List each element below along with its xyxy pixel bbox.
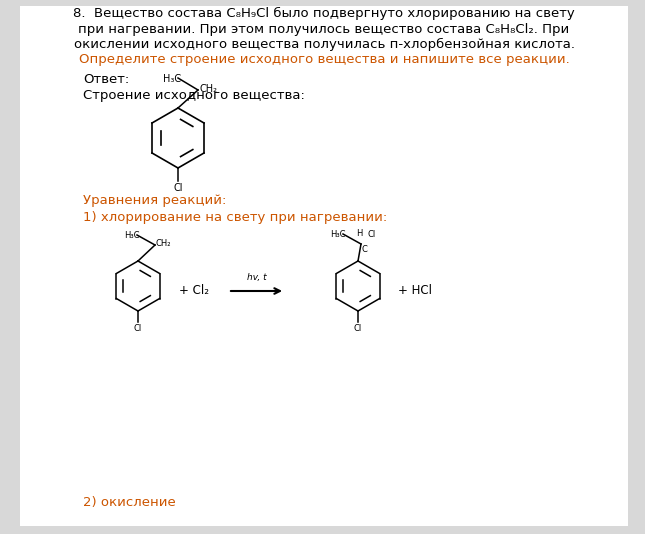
Text: 2) окисление: 2) окисление (83, 496, 175, 509)
Text: при нагревании. При этом получилось вещество состава C₈H₈Cl₂. При: при нагревании. При этом получилось веще… (79, 22, 570, 35)
Text: + Cl₂: + Cl₂ (179, 285, 209, 297)
Text: Определите строение исходного вещества и напишите все реакции.: Определите строение исходного вещества и… (79, 53, 570, 67)
Text: Уравнения реакций:: Уравнения реакций: (83, 194, 226, 207)
Text: H₃C: H₃C (163, 74, 181, 84)
Text: hv, t: hv, t (246, 273, 266, 282)
Text: окислении исходного вещества получилась п-хлорбензойная кислота.: окислении исходного вещества получилась … (74, 38, 575, 51)
Text: H₃C: H₃C (330, 230, 346, 239)
Text: Cl: Cl (354, 324, 362, 333)
Text: Cl: Cl (134, 324, 142, 333)
Text: 1) хлорирование на свету при нагревании:: 1) хлорирование на свету при нагревании: (83, 210, 387, 224)
Text: Cl: Cl (367, 230, 375, 239)
FancyBboxPatch shape (20, 6, 628, 526)
Text: Строение исходного вещества:: Строение исходного вещества: (83, 89, 305, 101)
Text: H: H (356, 229, 362, 238)
Text: + HCl: + HCl (398, 285, 432, 297)
Text: Cl: Cl (174, 183, 183, 193)
Text: H₃C: H₃C (124, 231, 139, 240)
Text: CH₂: CH₂ (156, 240, 172, 248)
Text: CH₂: CH₂ (199, 84, 217, 94)
Text: 8.  Вещество состава C₈H₉Cl было подвергнуто хлорированию на свету: 8. Вещество состава C₈H₉Cl было подвергн… (73, 7, 575, 20)
Text: Ответ:: Ответ: (83, 73, 129, 86)
Text: C: C (361, 245, 367, 254)
